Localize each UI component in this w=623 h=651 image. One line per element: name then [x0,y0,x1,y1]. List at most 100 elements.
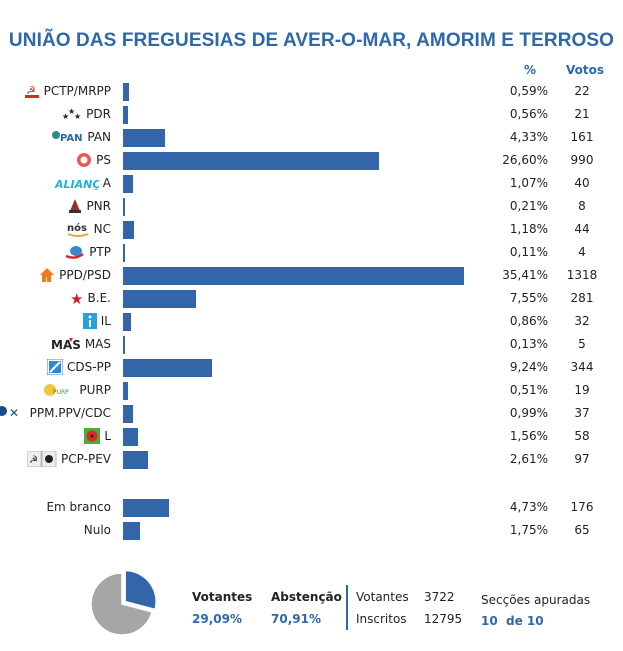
pdr-logo: ★ ★ ★ [62,106,82,124]
votantes-count-value: 3722 [424,590,455,604]
party-label: PPM.PPV/CDC [30,406,111,420]
svg-text:PAN: PAN [60,133,83,144]
votes-value: 176 [560,500,604,514]
result-bar [123,129,165,147]
abstencao-label: Abstenção [271,590,342,604]
pct-value: 4,33% [510,130,548,144]
seccoes-total: de 10 [506,614,544,628]
result-bar [123,106,128,124]
votes-value: 21 [560,107,604,121]
result-bar [123,359,212,377]
abstencao-value: 70,91% [271,612,321,626]
party-label: IL [101,314,111,328]
votes-value: 344 [560,360,604,374]
party-label: PAN [87,130,111,144]
result-bar [123,522,140,540]
mas-logo: MAS [51,336,81,354]
pct-value: 0,13% [510,337,548,351]
pct-value: 1,75% [510,523,548,537]
result-bar [123,428,138,446]
result-row: PNR 0,21% 8 [0,196,623,219]
votes-value: 161 [560,130,604,144]
ps-logo [76,152,92,170]
inscritos-value: 12795 [424,612,462,626]
pct-value: 9,24% [510,360,548,374]
pctp-mrpp-logo: ☭ [24,83,40,101]
pan-logo: PAN [51,129,83,147]
party-label: PDR [86,107,111,121]
result-bar [123,499,169,517]
svg-text:✕: ✕ [9,406,19,420]
pnr-logo [68,198,82,216]
party-label: Nulo [84,523,111,537]
pct-value: 0,21% [510,199,548,213]
party-label: L [104,429,111,443]
result-row: AALIANÇA 1,07% 40 [0,173,623,196]
pct-value: 4,73% [510,500,548,514]
votes-value: 65 [560,523,604,537]
votes-value: 58 [560,429,604,443]
votes-value: 1318 [560,268,604,282]
result-bar [123,221,134,239]
footer-divider [346,585,348,630]
result-row: PCP-PEV ☭ 2,61% 97 [0,449,623,472]
votes-value: 5 [560,337,604,351]
be-logo: ★ [70,290,84,308]
party-label: PURP [79,383,111,397]
party-label: B.E. [88,291,111,305]
result-row: L 1,56% 58 [0,426,623,449]
pct-value: 2,61% [510,452,548,466]
pct-value: 1,56% [510,429,548,443]
party-label: PPD/PSD [59,268,111,282]
result-bar [123,336,125,354]
alianca-logo: ALIANÇA [55,175,99,193]
pct-value: 35,41% [502,268,548,282]
result-bar [123,405,133,423]
cds-logo [47,359,63,377]
party-label: MAS [85,337,111,351]
result-bar [123,175,133,193]
party-label: Em branco [46,500,111,514]
seccoes-done: 10 [481,614,498,628]
page-title: UNIÃO DAS FREGUESIAS DE AVER-O-MAR, AMOR… [0,30,623,52]
result-bar [123,83,129,101]
pct-value: 0,11% [510,245,548,259]
result-row: PTP 0,11% 4 [0,242,623,265]
votantes-count-label: Votantes [356,590,409,604]
result-bar [123,451,148,469]
result-row: Em branco 4,73% 176 [0,497,623,520]
pct-value: 0,86% [510,314,548,328]
votes-value: 22 [560,84,604,98]
pct-value: 26,60% [502,153,548,167]
pct-value: 0,99% [510,406,548,420]
result-bar [123,382,128,400]
svg-text:MAS: MAS [51,338,81,352]
party-label: PNR [86,199,111,213]
result-bar [123,313,131,331]
result-row: IL 0,86% 32 [0,311,623,334]
result-bar [123,152,379,170]
svg-text:★: ★ [74,112,81,121]
ptp-logo [65,244,85,262]
svg-text:★: ★ [70,290,83,306]
pct-column-header: % [524,63,536,77]
nc-logo: nós [66,221,90,239]
svg-text:PURP: PURP [53,389,69,396]
votes-value: 990 [560,153,604,167]
result-row: MAS MAS 0,13% 5 [0,334,623,357]
votantes-pct-label: Votantes [192,590,252,604]
result-row: PS 26,60% 990 [0,150,623,173]
result-row: PPD/PSD 35,41% 1318 [0,265,623,288]
votes-value: 8 [560,199,604,213]
result-row: PURP PURP 0,51% 19 [0,380,623,403]
votes-value: 281 [560,291,604,305]
party-label: PTP [89,245,111,259]
result-row: PDR ★ ★ ★ 0,56% 21 [0,104,623,127]
pct-value: 1,18% [510,222,548,236]
svg-text:ALIANÇA: ALIANÇA [55,178,99,191]
votes-value: 4 [560,245,604,259]
result-bar [123,290,196,308]
turnout-pie-chart [88,568,158,638]
party-label: A [103,176,111,190]
votes-value: 44 [560,222,604,236]
